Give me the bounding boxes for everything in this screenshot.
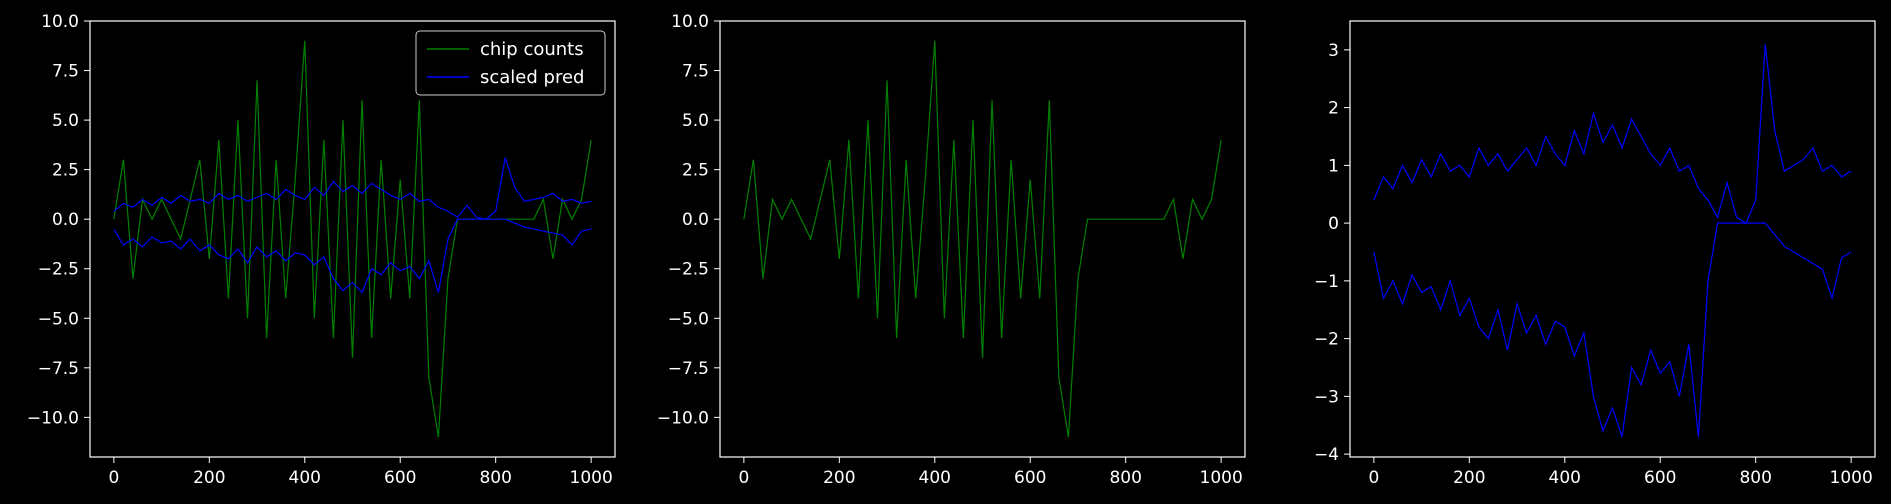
- x-tick-label: 800: [1109, 468, 1141, 488]
- right-panel: 0 200 400 600 800 1000 −4 −3 −2 −1 0 1 2 3: [1314, 20, 1876, 488]
- y-tick-label: 0: [1328, 214, 1339, 234]
- y-tick-label: −2: [1314, 330, 1339, 350]
- x-tick-label: 400: [1549, 468, 1581, 488]
- y-tick-label: 2.5: [682, 161, 709, 181]
- y-tick-label: −10.0: [657, 408, 709, 428]
- y-tick-label: 1: [1328, 156, 1339, 176]
- x-tick-label: 0: [738, 468, 749, 488]
- y-tick-label: 2.5: [52, 161, 79, 181]
- plot-area: [719, 20, 1246, 458]
- legend-label-chip-counts: chip counts: [480, 39, 584, 60]
- y-tick-label: −7.5: [668, 359, 709, 379]
- y-tick-label: −5.0: [668, 309, 709, 329]
- legend-frame: [415, 30, 606, 96]
- y-tick-label: 5.0: [682, 111, 709, 131]
- y-tick-label: 7.5: [52, 62, 79, 82]
- y-tick-label: −2.5: [38, 260, 79, 280]
- x-tick-label: 200: [1453, 468, 1485, 488]
- x-tick-label: 400: [919, 468, 951, 488]
- x-tick-label: 1000: [1200, 468, 1243, 488]
- x-tick-label: 600: [1014, 468, 1046, 488]
- plot-area: [1349, 20, 1876, 458]
- legend-label-scaled-pred: scaled pred: [480, 67, 584, 88]
- series-line-series-0-lower: [1373, 222, 1852, 437]
- y-tick-label: −10.0: [27, 408, 79, 428]
- y-tick-label: 0.0: [682, 210, 709, 230]
- x-tick-label: 800: [1739, 468, 1771, 488]
- x-tick-label: 0: [108, 468, 119, 488]
- x-tick-label: 1000: [570, 468, 613, 488]
- series-line-scaled-pred-lower: [113, 218, 592, 294]
- y-tick-label: −5.0: [38, 309, 79, 329]
- x-tick-label: 1000: [1830, 468, 1873, 488]
- y-tick-label: 10.0: [41, 12, 79, 32]
- legend: chip counts scaled pred: [415, 30, 606, 96]
- y-tick-label: −3: [1314, 387, 1339, 407]
- x-tick-label: 400: [289, 468, 321, 488]
- y-tick-label: −7.5: [38, 359, 79, 379]
- y-tick-label: 5.0: [52, 111, 79, 131]
- series-line-scaled-pred-upper: [113, 157, 592, 220]
- series-line-series-0: [743, 40, 1222, 438]
- y-tick-label: 10.0: [671, 12, 709, 32]
- x-tick-label: 600: [1644, 468, 1676, 488]
- x-tick-label: 200: [823, 468, 855, 488]
- x-tick-label: 200: [193, 468, 225, 488]
- x-tick-label: 0: [1368, 468, 1379, 488]
- x-tick-label: 800: [479, 468, 511, 488]
- middle-panel: 0 200 400 600 800 1000 −10.0 −7.5 −5.0 −2.5 0.0 2.5…: [657, 12, 1246, 488]
- y-tick-label: 2: [1328, 99, 1339, 119]
- series-line-series-0-upper: [1373, 44, 1852, 224]
- series-line-chip-counts: [113, 40, 592, 438]
- y-tick-label: 3: [1328, 41, 1339, 61]
- y-tick-label: −1: [1314, 272, 1339, 292]
- y-tick-label: 0.0: [52, 210, 79, 230]
- y-tick-label: −2.5: [668, 260, 709, 280]
- y-tick-label: 7.5: [682, 62, 709, 82]
- y-tick-label: −4: [1314, 445, 1339, 465]
- x-tick-label: 600: [384, 468, 416, 488]
